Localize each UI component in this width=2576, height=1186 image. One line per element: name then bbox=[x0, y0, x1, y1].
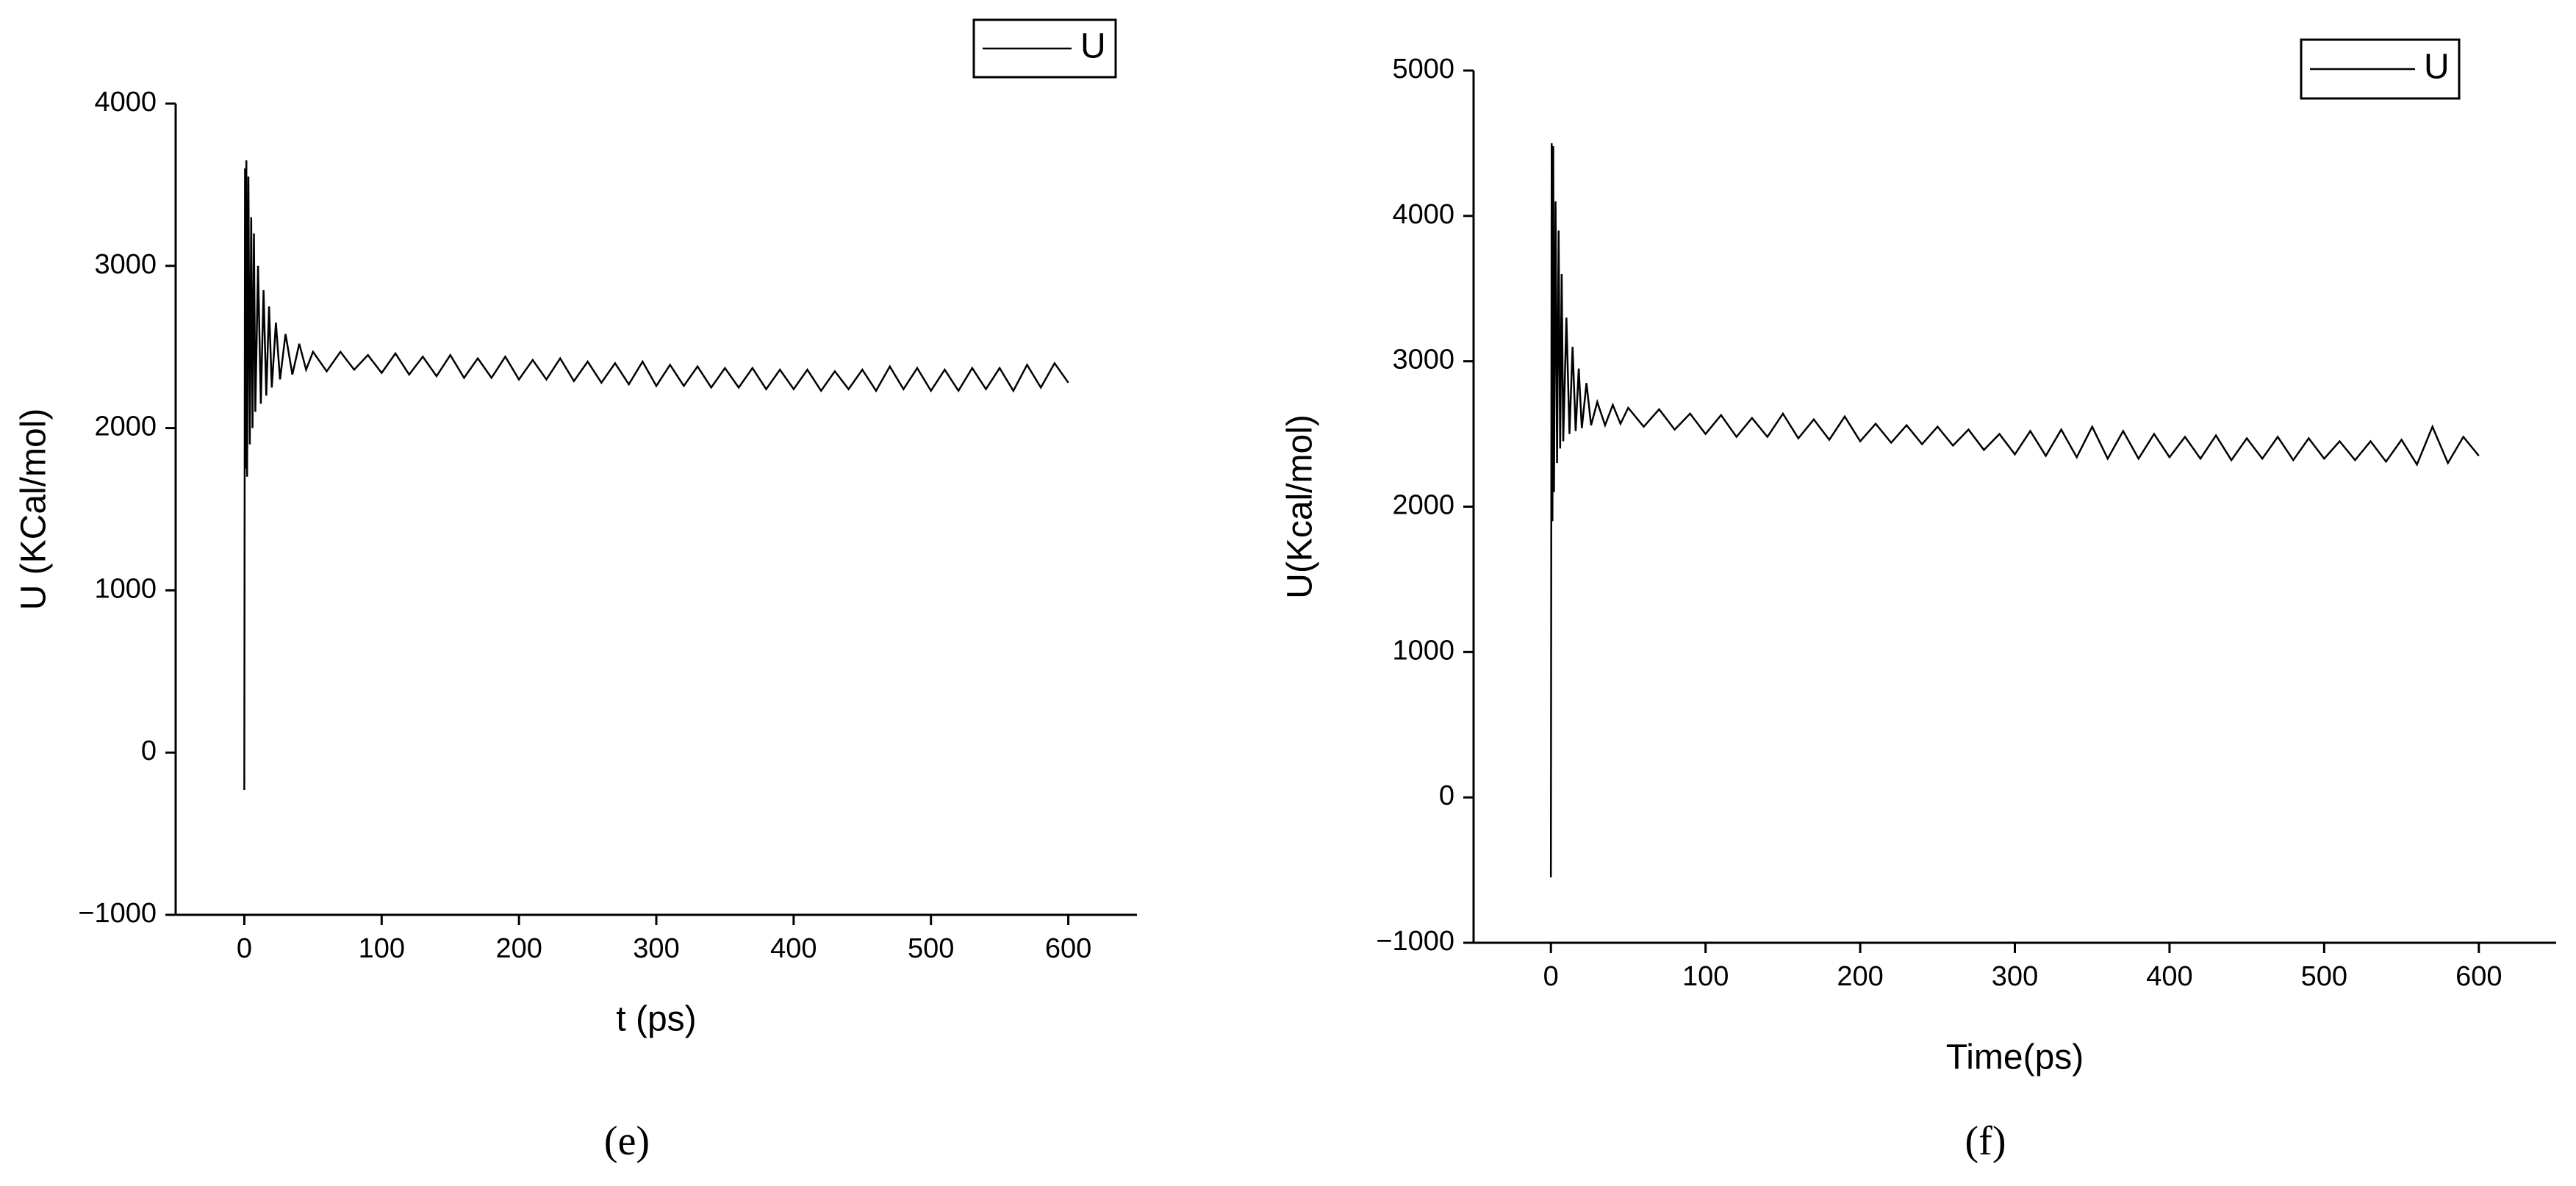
x-tick-label: 500 bbox=[908, 933, 954, 964]
caption: (f) bbox=[1965, 1118, 2006, 1164]
y-tick-label: 0 bbox=[1439, 780, 1454, 811]
y-axis-title: U (KCal/mol) bbox=[15, 409, 54, 611]
x-tick-label: 100 bbox=[1682, 961, 1729, 992]
x-tick-label: 600 bbox=[2455, 961, 2502, 992]
x-tick-label: 300 bbox=[1992, 961, 2038, 992]
x-tick-label: 0 bbox=[237, 933, 252, 964]
y-tick-label: −1000 bbox=[1376, 926, 1454, 957]
x-tick-label: 400 bbox=[770, 933, 817, 964]
x-tick-label: 0 bbox=[1543, 961, 1559, 992]
y-tick-label: 4000 bbox=[1392, 199, 1454, 230]
x-tick-label: 300 bbox=[633, 933, 679, 964]
line-series bbox=[243, 160, 1069, 791]
x-tick-label: 200 bbox=[495, 933, 542, 964]
y-tick-label: 0 bbox=[141, 736, 157, 766]
y-tick-label: 3000 bbox=[1392, 345, 1454, 375]
x-tick-label: 500 bbox=[2301, 961, 2347, 992]
legend-label: U bbox=[1080, 27, 1106, 66]
x-tick-label: 400 bbox=[2146, 961, 2192, 992]
x-axis-title: t (ps) bbox=[616, 1000, 696, 1039]
x-tick-label: 100 bbox=[359, 933, 405, 964]
y-tick-label: 2000 bbox=[94, 411, 157, 442]
y-tick-label: 4000 bbox=[94, 87, 157, 118]
y-tick-label: 1000 bbox=[1392, 635, 1454, 666]
x-tick-label: 200 bbox=[1837, 961, 1883, 992]
caption: (e) bbox=[604, 1118, 650, 1164]
line-series bbox=[1549, 143, 2480, 878]
y-tick-label: 3000 bbox=[94, 249, 157, 280]
y-tick-label: 1000 bbox=[94, 573, 157, 604]
y-tick-label: 2000 bbox=[1392, 490, 1454, 521]
legend-label: U bbox=[2424, 48, 2450, 87]
y-axis-title: U(Kcal/mol) bbox=[1281, 414, 1320, 599]
y-tick-label: 5000 bbox=[1392, 54, 1454, 85]
x-tick-label: 600 bbox=[1045, 933, 1091, 964]
y-tick-label: −1000 bbox=[78, 898, 157, 929]
x-axis-title: Time(ps) bbox=[1946, 1038, 2084, 1077]
